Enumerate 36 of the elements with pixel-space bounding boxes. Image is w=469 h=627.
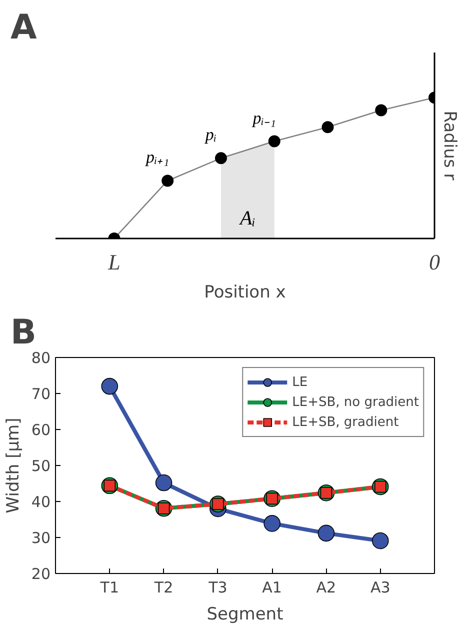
chart-title: A (10, 8, 38, 48)
point (155, 474, 172, 492)
y-axis-title: Radius r (440, 110, 460, 180)
x-tick-label: T2 (153, 578, 174, 596)
y-tick-label: 60 (31, 421, 51, 439)
y-tick-label: 30 (31, 529, 51, 547)
legend-label: LE (292, 374, 309, 390)
annotation: pᵢ (204, 125, 217, 144)
y-tick-label: 50 (31, 457, 51, 475)
annotation: pᵢ₋₁ (252, 108, 276, 128)
x-axis-title: Segment (206, 604, 284, 624)
x-tick-label: 0 (429, 250, 440, 274)
legend-label: LE+SB, gradient (292, 414, 399, 430)
x-tick-label: T3 (208, 578, 228, 596)
point (101, 378, 118, 395)
point (162, 174, 174, 187)
y-tick-label: 20 (31, 565, 51, 583)
point (268, 135, 280, 148)
x-tick-label: T1 (99, 578, 120, 596)
annotation: Aᵢ (238, 207, 256, 230)
legend-label: LE+SB, no gradient (292, 394, 419, 410)
annotation: pᵢ₊₁ (145, 148, 170, 167)
point (375, 104, 388, 116)
x-tick-label: A1 (262, 578, 282, 596)
x-tick-label: A3 (370, 578, 390, 596)
point (214, 152, 227, 164)
y-axis-title: Width [μm] (3, 418, 24, 514)
x-axis-title: Position x (204, 282, 286, 302)
y-tick-label: 70 (31, 385, 51, 403)
y-tick-label: 40 (31, 493, 51, 511)
x-tick-label: A2 (316, 578, 336, 596)
point (372, 532, 389, 550)
point (322, 121, 334, 134)
x-tick-label: L (107, 250, 120, 274)
point (264, 515, 280, 532)
point (318, 524, 335, 542)
